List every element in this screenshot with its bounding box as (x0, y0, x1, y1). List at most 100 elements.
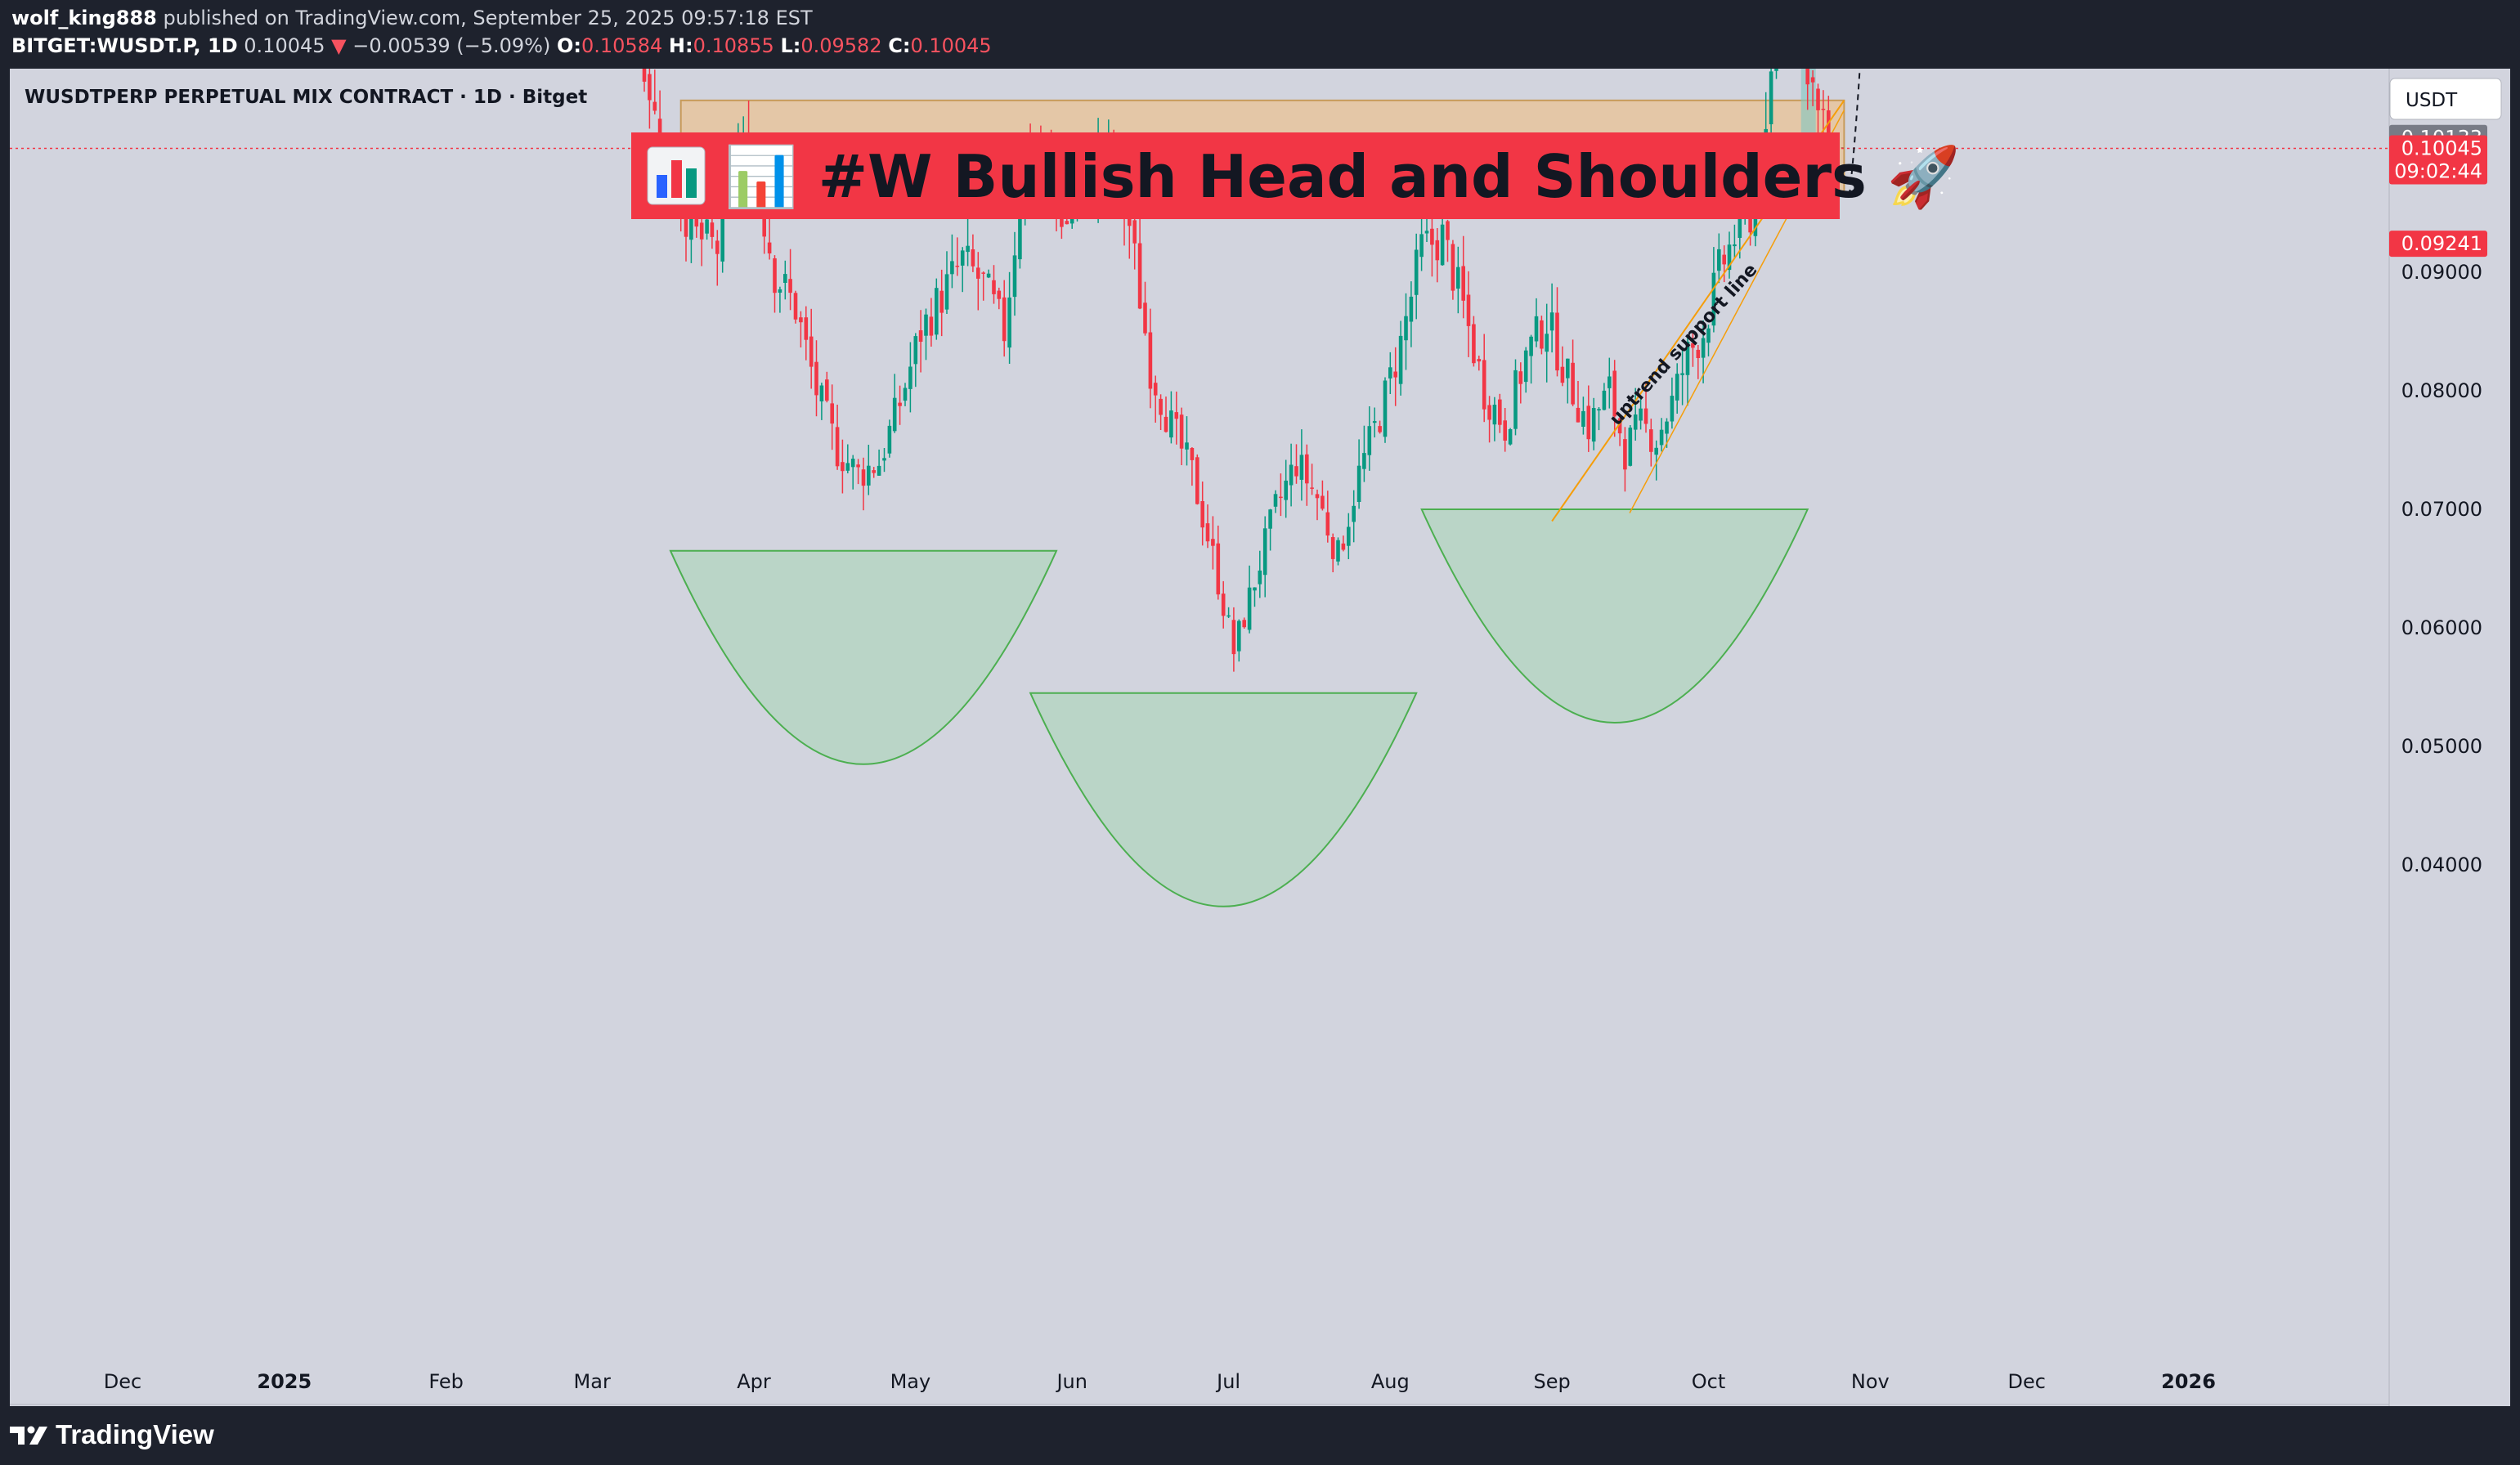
candle-body (705, 219, 709, 234)
candle (1388, 352, 1392, 394)
candle (903, 383, 908, 406)
candle-body (1466, 294, 1471, 326)
candle-body (778, 289, 782, 293)
candle-body (1012, 255, 1017, 298)
time-tick-label: Nov (1851, 1370, 1890, 1393)
top-layer: WUSDTPERP PERPETUAL MIX CONTRACT · 1D · … (25, 78, 2502, 219)
candle-body (1487, 405, 1491, 420)
down-arrow-icon: ▼ (331, 34, 347, 57)
candle-body (1738, 204, 1742, 238)
candle-body (1472, 324, 1476, 364)
candle (1534, 298, 1539, 347)
time-tick-label: Mar (574, 1370, 611, 1393)
candle (835, 405, 840, 470)
candle-body (850, 459, 855, 468)
candle-body (1805, 69, 1809, 85)
candle (1216, 525, 1221, 600)
time-tick-label: Oct (1692, 1370, 1726, 1393)
candle (1356, 439, 1361, 509)
candle (1685, 336, 1690, 406)
candle (1211, 516, 1215, 570)
candle (1341, 535, 1346, 552)
candle-body (986, 273, 991, 278)
candle (1169, 391, 1173, 444)
candle (1414, 233, 1419, 320)
candle-body (1711, 272, 1716, 326)
candle (1200, 482, 1204, 546)
candle (1466, 271, 1471, 357)
candle-body (1576, 407, 1581, 423)
right-border (2510, 69, 2520, 1406)
candle-body (1237, 620, 1241, 652)
candle-body (1643, 408, 1648, 424)
candle-body (1216, 543, 1221, 595)
candle-body (1649, 429, 1653, 452)
candle-body (971, 249, 975, 267)
candle (981, 271, 985, 301)
price-tick-label: 0.04000 (2401, 853, 2482, 876)
chart-bar-icon (647, 146, 706, 205)
candle (1195, 454, 1199, 505)
candle (1659, 418, 1664, 452)
chart-legend[interactable]: WUSDTPERP PERPETUAL MIX CONTRACT · 1D · … (25, 87, 587, 108)
candle-body (1560, 366, 1565, 383)
time-tick-label: Sep (1533, 1370, 1570, 1393)
candle (1273, 490, 1278, 513)
candle (872, 467, 876, 478)
candle-body (1195, 457, 1199, 504)
candle (1164, 396, 1168, 433)
candle (966, 217, 970, 267)
candle-body (845, 463, 850, 471)
candle-body (1498, 399, 1502, 425)
candle-body (788, 279, 792, 293)
candle (1545, 303, 1549, 383)
candle-body (1393, 371, 1397, 378)
candle (1190, 447, 1195, 486)
candle (850, 455, 855, 490)
author-name[interactable]: wolf_king888 (11, 7, 157, 29)
candle-body (1691, 343, 1695, 348)
currency-button[interactable] (2389, 78, 2502, 120)
candle-body (992, 280, 996, 294)
candle (1148, 308, 1153, 409)
candle (1231, 607, 1236, 672)
candle-body (1566, 358, 1570, 379)
candle (1487, 396, 1491, 443)
candle-body (793, 293, 798, 320)
candle (1560, 346, 1565, 387)
candle-body (1018, 212, 1022, 260)
candle (861, 457, 866, 511)
candle-body (924, 314, 928, 336)
candle-body (1701, 338, 1706, 358)
candle-body (783, 274, 787, 283)
symbol-name[interactable]: BITGET:WUSDT.P, 1D (11, 34, 238, 57)
candle-body (1821, 109, 1826, 110)
candle-body (1602, 390, 1607, 410)
candle-body (887, 425, 892, 454)
candle (997, 287, 1002, 310)
candle-body (1670, 396, 1675, 422)
candle-body (1440, 224, 1445, 266)
candle (950, 234, 954, 289)
candle-body (1706, 328, 1711, 343)
candle-body (1352, 505, 1356, 522)
candle-body (1289, 464, 1294, 486)
candle-body (1143, 302, 1147, 334)
tradingview-logo[interactable]: TradingView (10, 1419, 214, 1450)
candle (1305, 444, 1309, 506)
candle (830, 384, 834, 450)
candle-body (861, 469, 866, 486)
candle-body (809, 336, 814, 367)
candle (1435, 228, 1440, 283)
candle-body (1659, 429, 1664, 446)
candle-body (1774, 69, 1778, 71)
candle (1586, 385, 1591, 452)
candle-body (1325, 512, 1330, 535)
candle-body (652, 101, 657, 111)
candle-body (1404, 316, 1408, 341)
price-axis: 0.210000.200000.180000.170000.160000.150… (2389, 124, 2487, 876)
candle-body (1398, 335, 1403, 384)
time-tick-label: 2025 (257, 1370, 312, 1393)
candle-body (877, 465, 881, 476)
